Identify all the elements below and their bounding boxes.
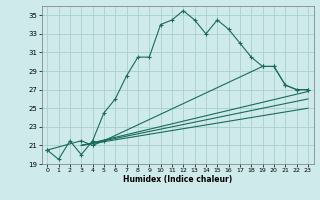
X-axis label: Humidex (Indice chaleur): Humidex (Indice chaleur) — [123, 175, 232, 184]
